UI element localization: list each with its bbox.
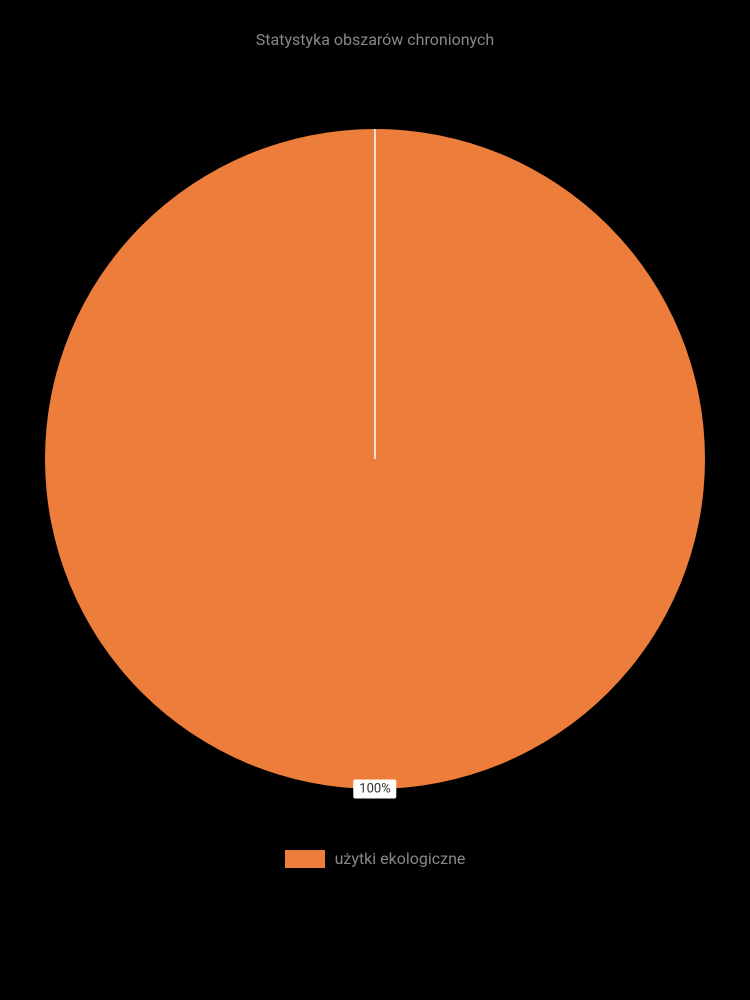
pie-chart xyxy=(45,129,705,789)
chart-legend: użytki ekologiczne xyxy=(285,849,466,868)
slice-percent-label: 100% xyxy=(353,780,396,799)
chart-title: Statystyka obszarów chronionych xyxy=(256,30,494,49)
legend-label: użytki ekologiczne xyxy=(335,849,466,868)
pie-chart-container: 100% xyxy=(45,129,705,789)
legend-swatch xyxy=(285,850,325,868)
